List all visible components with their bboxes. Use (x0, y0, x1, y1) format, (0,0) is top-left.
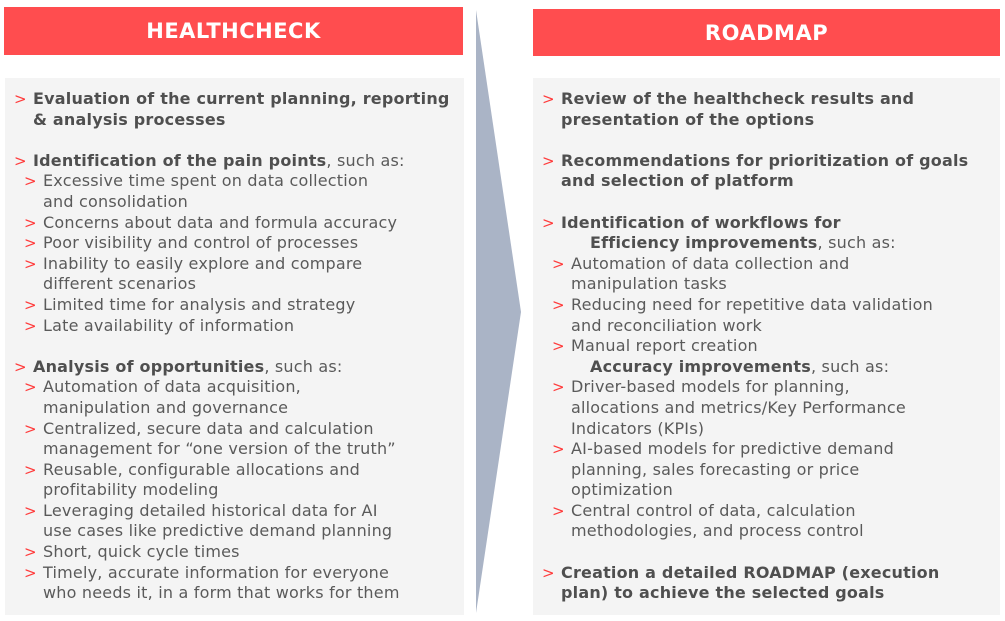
chevron-right-icon: > (14, 90, 27, 108)
sub-item-text: Automation of data acquisition, manipula… (43, 377, 301, 417)
item-heading: Recommendations for prioritization of go… (561, 150, 969, 191)
healthcheck-panel: > Evaluation of the current planning, rep… (5, 78, 464, 615)
chevron-right-icon: > (542, 563, 555, 582)
list-item: > Identification of the pain points, such… (14, 151, 464, 172)
sub-item-text: Late availability of information (43, 315, 295, 335)
item-heading: Creation a detailed ROADMAP (execution p… (561, 562, 940, 603)
sub-item: > Centralized, secure data and calculatio… (14, 419, 464, 460)
chevron-right-icon: > (24, 501, 37, 520)
sub-item: > Timely, accurate information for everyo… (14, 563, 464, 604)
list-item: > Recommendations for prioritization of g… (542, 151, 1000, 192)
item-suffix: , such as: (264, 356, 343, 376)
roadmap-title: ROADMAP (704, 20, 829, 45)
sub-item-text: Limited time for analysis and strategy (43, 294, 356, 314)
spacer (542, 542, 1000, 563)
sub-item-text: Centralized, secure data and calculation… (43, 418, 396, 459)
item-heading: Evaluation of the current planning, repo… (33, 89, 450, 129)
sub-item-text: Excessive time spent on data collection … (43, 171, 369, 211)
chevron-right-icon: > (542, 151, 555, 170)
sub-item-text: Driver-based models for planning, alloca… (571, 377, 906, 438)
sub-item: > Driver-based models for planning, alloc… (542, 377, 1000, 439)
sub-item: > Manual report creation (542, 336, 1000, 357)
sub-item: > Inability to easily explore and compare… (14, 254, 464, 295)
sub-item-text: Manual report creation (571, 336, 758, 356)
chevron-right-icon: > (542, 213, 555, 232)
arrow-shape (476, 10, 521, 613)
sub-item-text: Central control of data, calculation met… (571, 500, 864, 541)
chevron-right-icon: > (552, 254, 565, 273)
sub-item-text: Reusable, configurable allocations and p… (43, 459, 361, 500)
chevron-right-icon: > (24, 378, 37, 397)
spacer (14, 130, 464, 151)
sub-item-text: Leveraging detailed historical data for … (43, 500, 393, 541)
sub-item: > AI-based models for predictive demand p… (542, 439, 1000, 501)
chevron-right-icon: > (542, 90, 555, 108)
chevron-right-icon: > (24, 563, 37, 582)
chevron-right-icon: > (24, 419, 37, 438)
chevron-right-icon: > (24, 213, 37, 232)
chevron-right-icon: > (24, 172, 37, 191)
group-heading-suffix: , such as: (810, 356, 890, 376)
chevron-right-icon: > (24, 316, 37, 335)
group-heading: Accuracy improvements, such as: (542, 357, 1000, 378)
list-item: > Analysis of opportunities, such as: (14, 357, 464, 378)
chevron-right-icon: > (24, 234, 37, 253)
item-heading: Review of the healthcheck results and pr… (561, 89, 915, 129)
item-heading: Identification of the pain points (33, 150, 327, 170)
healthcheck-title: HEALTHCHECK (146, 19, 321, 43)
spacer (542, 130, 1000, 151)
group-heading: Efficiency improvements, such as: (542, 233, 1000, 254)
chevron-right-icon: > (24, 295, 37, 314)
roadmap-panel: > Review of the healthcheck results and p… (533, 78, 1000, 615)
chevron-right-icon: > (552, 295, 565, 314)
sub-item: > Short, quick cycle times (14, 542, 464, 563)
spacer (542, 192, 1000, 213)
sub-item-text: Poor visibility and control of processes (43, 233, 359, 253)
item-suffix: , such as: (326, 150, 405, 170)
sub-item: > Central control of data, calculation me… (542, 501, 1000, 542)
sub-item-text: Reducing need for repetitive data valida… (571, 294, 933, 335)
chevron-right-icon: > (14, 357, 27, 376)
group-heading-suffix: , such as: (817, 233, 896, 253)
spacer (14, 336, 464, 357)
chevron-right-icon: > (552, 440, 565, 459)
sub-item-text: Concerns about data and formula accuracy (43, 212, 398, 232)
sub-item-text: Short, quick cycle times (43, 542, 240, 562)
sub-item: > Automation of data collection and manip… (542, 254, 1000, 295)
chevron-right-icon: > (24, 254, 37, 273)
sub-item-text: Automation of data collection and manipu… (571, 253, 850, 294)
sub-item-text: AI-based models for predictive demand pl… (571, 439, 894, 500)
sub-item: > Excessive time spent on data collection… (14, 171, 464, 212)
list-item: > Review of the healthcheck results and p… (542, 89, 1000, 130)
chevron-right-icon: > (24, 460, 37, 479)
sub-item: > Reducing need for repetitive data valid… (542, 295, 1000, 336)
list-item: > Evaluation of the current planning, rep… (14, 89, 464, 130)
chevron-right-icon: > (552, 501, 565, 520)
chevron-right-icon: > (552, 337, 565, 356)
sub-item: > Limited time for analysis and strategy (14, 295, 464, 316)
list-item: > Identification of workflows for (542, 213, 1000, 234)
healthcheck-header: HEALTHCHECK (4, 7, 463, 55)
chevron-right-icon: > (552, 378, 565, 397)
sub-item: > Automation of data acquisition, manipul… (14, 377, 464, 418)
roadmap-header: ROADMAP (533, 9, 1000, 56)
sub-item: > Concerns about data and formula accurac… (14, 213, 464, 234)
group-heading-bold: Accuracy improvements (590, 356, 811, 376)
item-heading: Identification of workflows for (561, 212, 841, 232)
group-heading-bold: Efficiency improvements (590, 233, 818, 253)
sub-item-text: Inability to easily explore and compare … (43, 253, 363, 294)
sub-item: > Reusable, configurable allocations and … (14, 460, 464, 501)
chevron-right-icon: > (14, 151, 27, 170)
list-item: > Creation a detailed ROADMAP (execution … (542, 563, 1000, 604)
sub-item: > Poor visibility and control of processe… (14, 233, 464, 254)
item-heading: Analysis of opportunities (33, 356, 265, 376)
sub-item: > Leveraging detailed historical data for… (14, 501, 464, 542)
sub-item-text: Timely, accurate information for everyon… (43, 562, 400, 603)
sub-item: > Late availability of information (14, 316, 464, 337)
chevron-right-icon: > (24, 543, 37, 562)
